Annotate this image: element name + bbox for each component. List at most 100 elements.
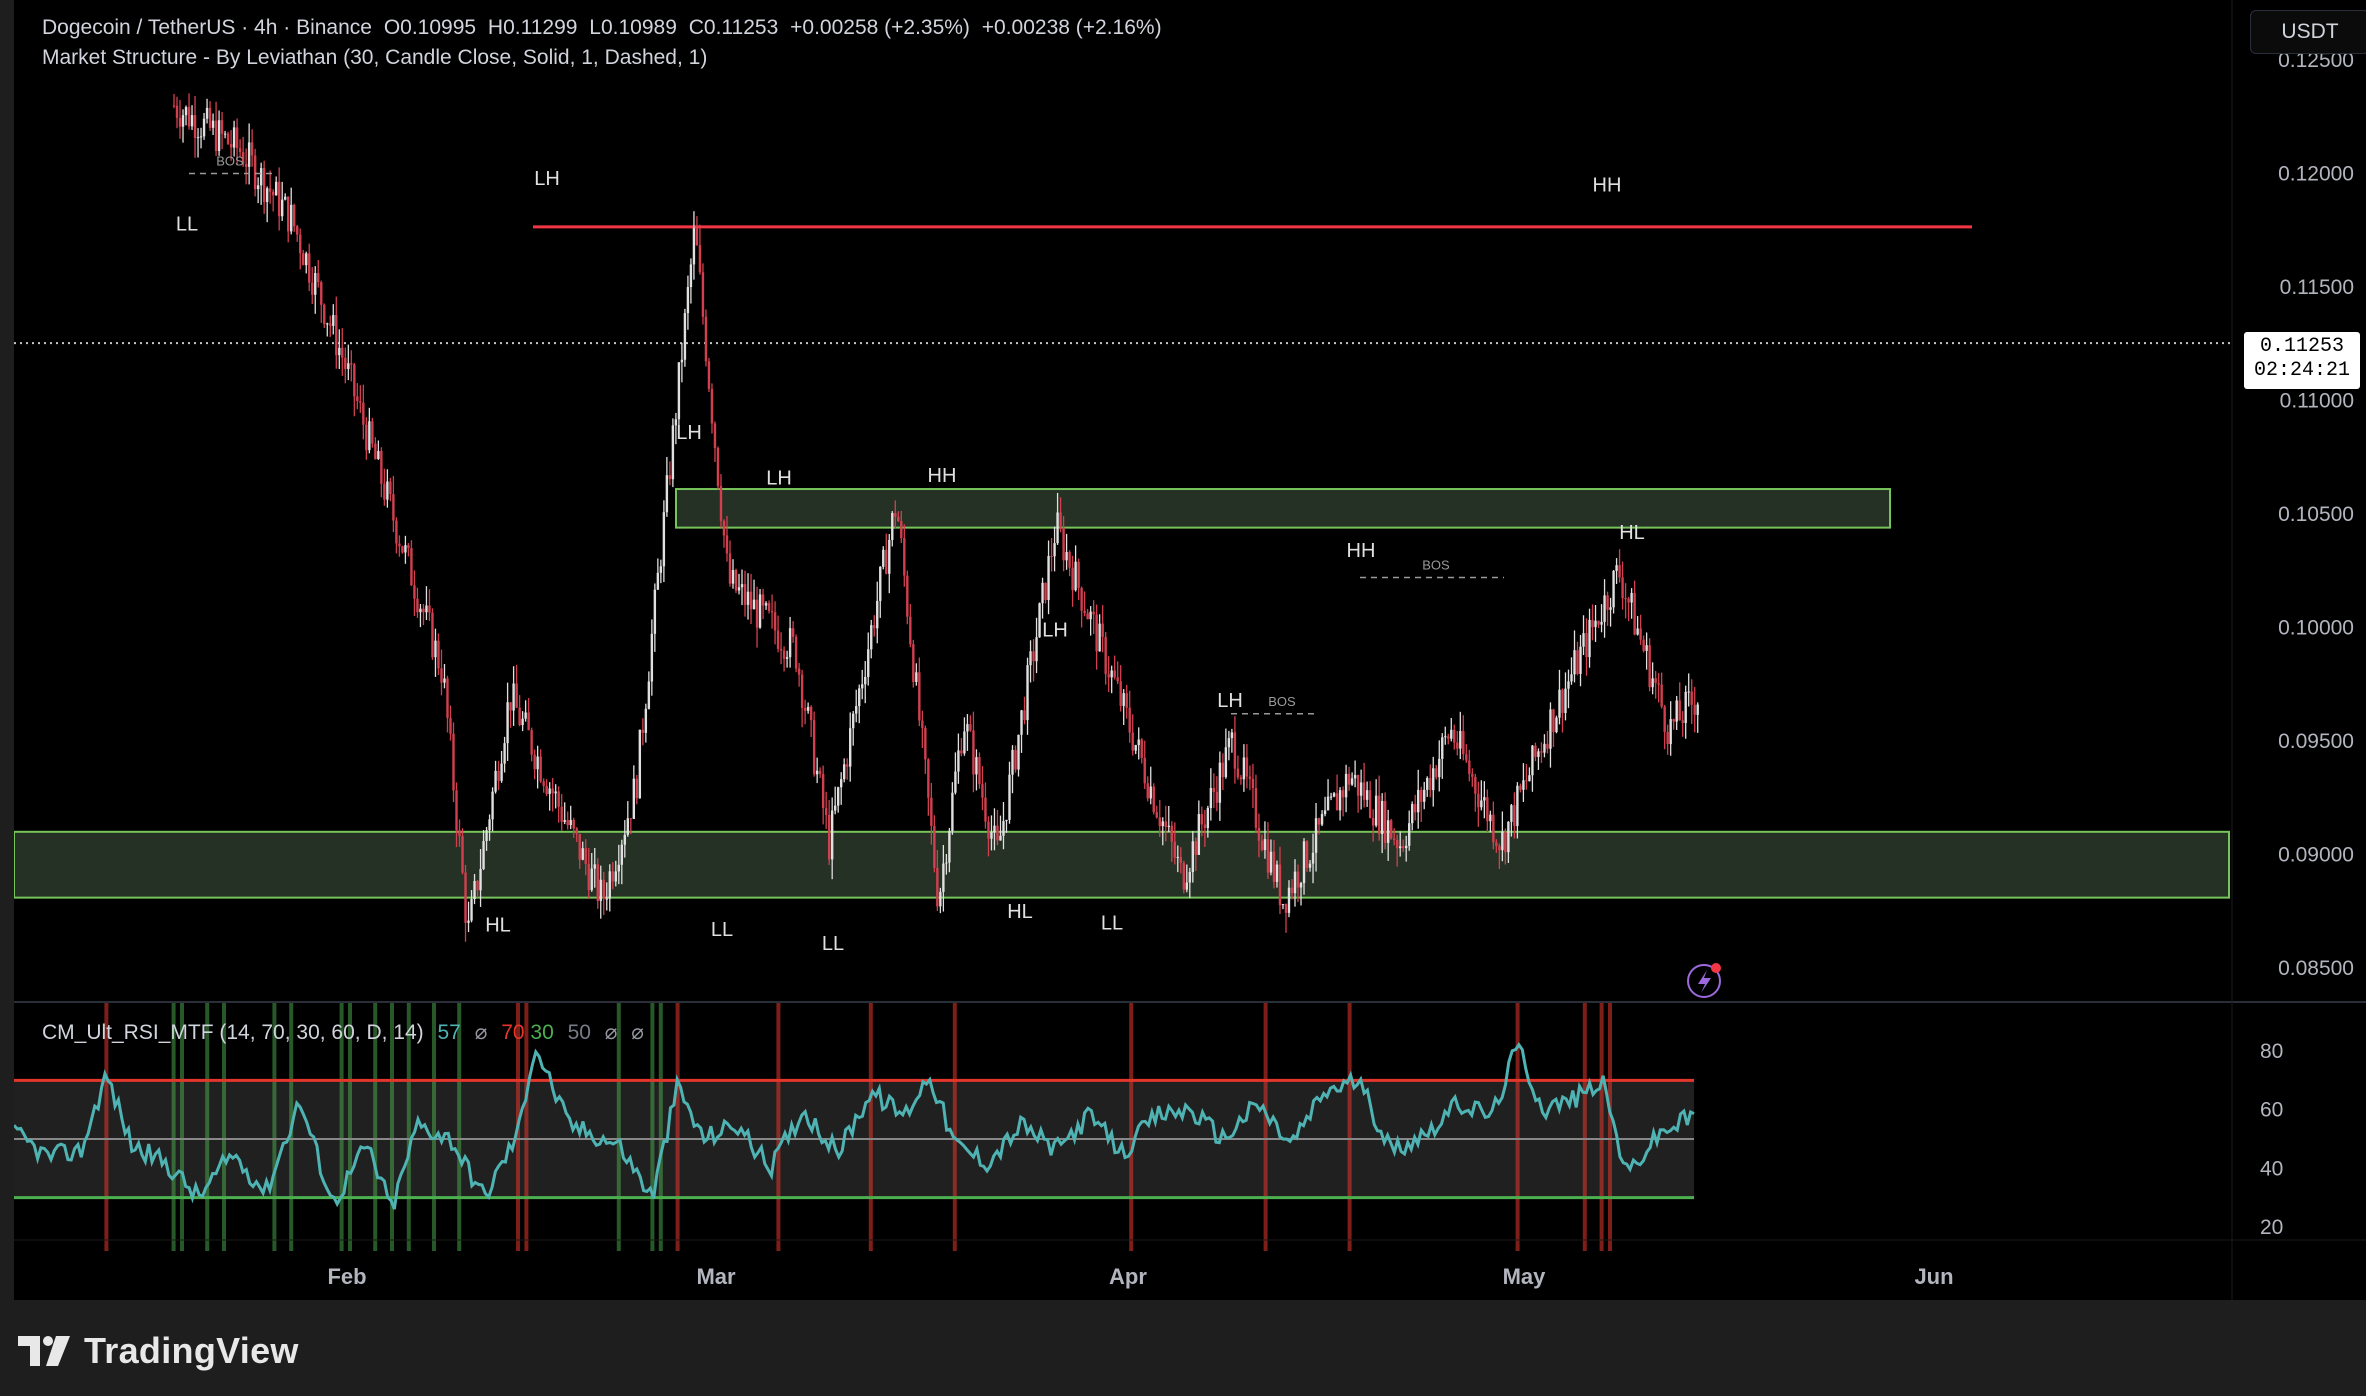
candle-body [945,862,948,864]
candle-body [957,750,960,772]
candle-body [1110,670,1113,678]
currency-button[interactable]: USDT [2250,10,2366,54]
candle-body [1504,831,1507,853]
candle-body [650,633,654,682]
candle-body [767,603,771,612]
candle-body [1392,838,1396,840]
candle-body [1516,785,1519,827]
candle-body [918,672,921,721]
candle-body [1687,691,1690,693]
candle-body [1203,824,1207,829]
alert-lightning-icon [1687,963,1721,998]
candle-body [1206,807,1210,829]
rsi-overbought-bar [104,1003,109,1251]
candle-body [1540,751,1543,753]
time-axis-label: Mar [696,1264,736,1289]
candle-body [879,566,882,601]
candle-body [623,834,627,845]
candle-body [1332,793,1336,797]
symbol-title[interactable]: Dogecoin / TetherUS · 4h · Binance [42,16,372,39]
indicator-title[interactable]: Market Structure - By Leviathan (30, Can… [42,46,708,69]
candle-body [512,683,515,711]
candle-body [488,819,491,831]
candle-body [1128,707,1131,733]
candle-body [338,347,341,356]
candle-body [494,770,497,792]
rsi-legend[interactable]: CM_Ult_RSI_MTF (14, 70, 30, 60, D, 14) 5… [42,1020,652,1045]
price-axis-label: 0.11500 [2280,276,2354,299]
candle-body [1218,762,1222,803]
candle-body [515,683,518,708]
rsi-overbought-bar [1347,1003,1352,1251]
candle-body [1233,732,1237,769]
candle-body [341,347,344,358]
price-axis-label: 0.12500 [2278,49,2354,72]
candle-body [1555,717,1558,733]
candle-body [446,678,449,718]
candle-body [1579,646,1582,674]
candle-body [680,359,684,363]
symbol-legend[interactable]: Dogecoin / TetherUS · 4h · Binance O0.10… [42,16,1168,40]
candle-body [1414,804,1417,813]
candle-body [1305,841,1309,868]
rsi-oversold-bar [348,1003,352,1251]
candle-body [311,282,314,295]
candle-body [320,282,323,305]
chart-frame[interactable]: LL LH HL LH LH HH LL LL HL LH LL LH HH HH HL BOS BOS BOS … [14,0,2366,1300]
candle-body [1074,561,1077,591]
rsi-title[interactable]: CM_Ult_RSI_MTF (14, 70, 30, 60, D, 14) [42,1021,424,1044]
candle-body [575,828,578,834]
candle-body [1350,778,1354,785]
structure-label: LL [1101,912,1123,934]
candle-body [539,756,542,782]
bos-label: BOS [1422,558,1450,573]
candle-body [1185,882,1189,890]
candle-body [698,244,702,273]
candle-body [830,810,834,860]
tradingview-logo[interactable]: TradingView [18,1330,299,1372]
candle-body [608,871,611,899]
candle-body [1675,700,1678,722]
rsi-overbought-bar [1515,1003,1520,1251]
candle-body [235,127,239,149]
candle-body [1681,720,1684,724]
candle-body [978,757,981,785]
candle-body [996,825,999,841]
candle-body [1651,678,1654,688]
candle-body [1657,683,1660,685]
ohlc-close: C0.11253 [688,16,779,39]
indicator-legend[interactable]: Market Structure - By Leviathan (30, Can… [42,46,713,70]
candle-body [1564,688,1567,713]
candle-body [214,120,218,152]
candle-body [921,720,924,729]
rsi-oversold-bar [222,1003,226,1251]
candle-body [1161,821,1164,827]
candle-body [1050,555,1053,557]
candle-body [1017,734,1020,770]
candle-body [287,196,290,232]
candle-body [1519,785,1522,790]
candle-body [187,107,191,127]
structure-label: HH [1593,175,1622,197]
candle-body [470,899,473,921]
candle-body [1038,603,1041,638]
candle-body [1609,607,1612,610]
candle-body [659,566,663,573]
candle-body [491,791,494,820]
candle-body [332,314,335,326]
candle-body [1552,709,1555,733]
candle-body [196,137,200,139]
candle-body [524,712,527,719]
candle-body [437,640,440,669]
candle-body [1507,821,1510,853]
candle-body [1059,512,1062,528]
candle-body [815,770,819,775]
candle-body [1215,791,1219,803]
candle-body [223,133,227,135]
structure-label: HL [485,915,511,937]
candle-body [999,835,1002,841]
candle-body [566,820,569,826]
candle-body [1170,825,1173,842]
candle-body [638,729,642,799]
